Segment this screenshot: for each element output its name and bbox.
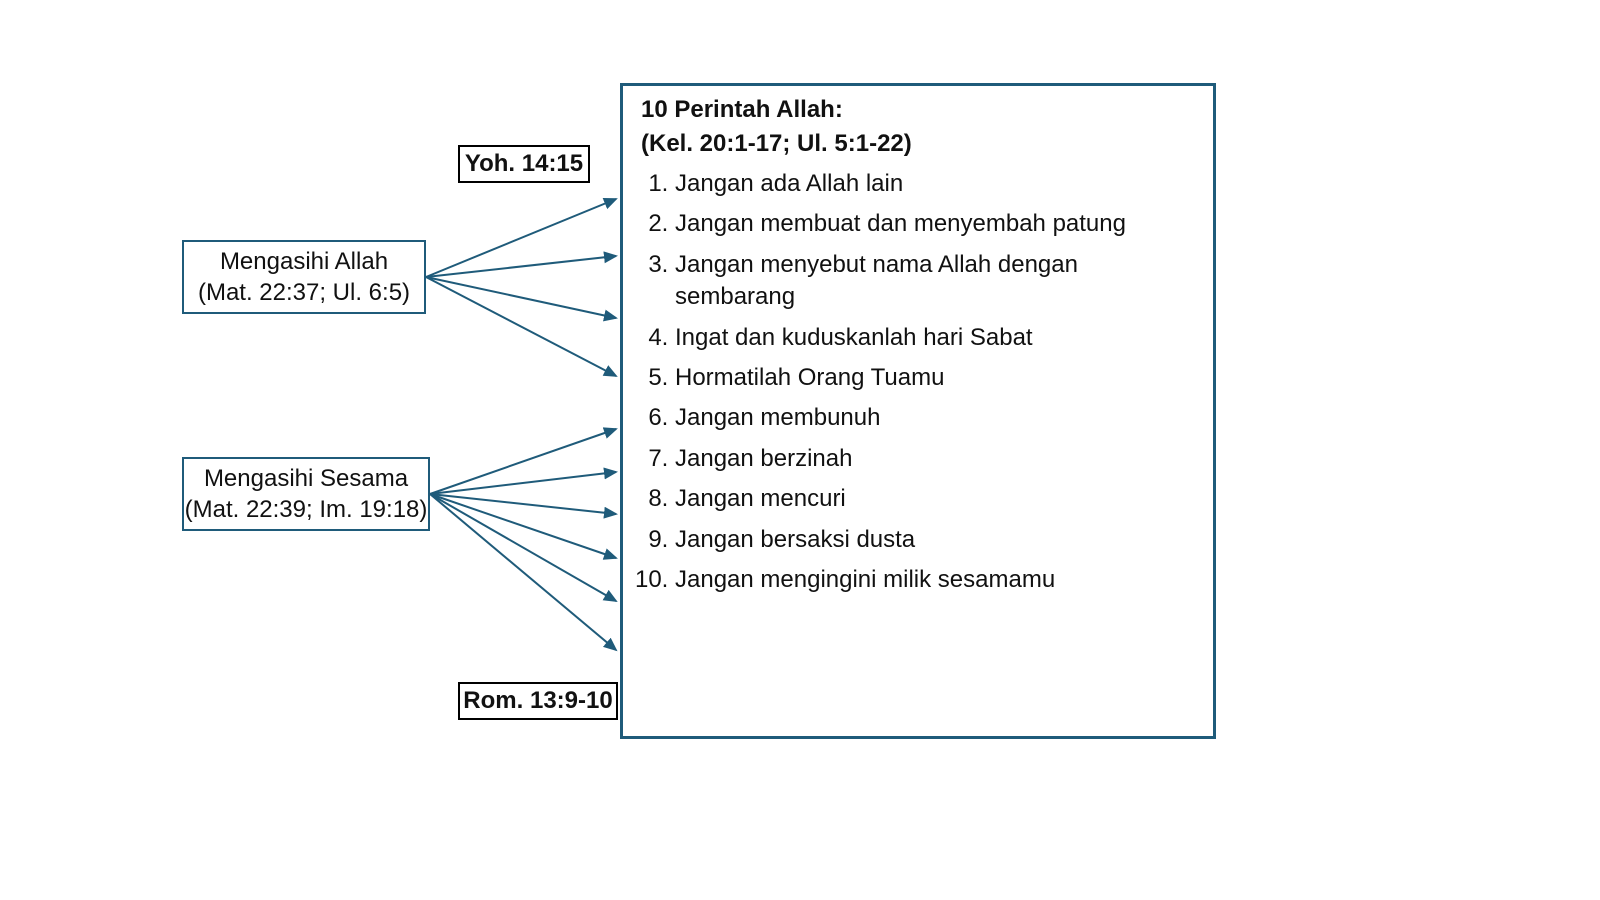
- commandment-item: Jangan mengingini milik sesamamu: [675, 564, 1195, 596]
- arrow: [426, 199, 616, 277]
- ref-john-14-15: Yoh. 14:15: [458, 145, 590, 183]
- commandment-item: Jangan membunuh: [675, 402, 1195, 434]
- arrow: [430, 494, 616, 650]
- commandment-item: Jangan ada Allah lain: [675, 168, 1195, 200]
- arrow: [430, 494, 616, 601]
- ref-rom-13-9-10: Rom. 13:9-10: [458, 682, 618, 720]
- box-love-god-line2: (Mat. 22:37; Ul. 6:5): [198, 277, 410, 308]
- commandment-item: Ingat dan kuduskanlah hari Sabat: [675, 322, 1195, 354]
- ref-rom-13-9-10-text: Rom. 13:9-10: [463, 685, 612, 716]
- arrow: [426, 256, 616, 277]
- arrow: [426, 277, 616, 318]
- panel-heading: 10 Perintah Allah:: [641, 96, 1195, 124]
- box-love-neighbor-line2: (Mat. 22:39; Im. 19:18): [185, 494, 428, 525]
- commandments-list: Jangan ada Allah lain Jangan membuat dan …: [641, 168, 1195, 596]
- box-love-god: Mengasihi Allah (Mat. 22:37; Ul. 6:5): [182, 240, 426, 314]
- ref-john-14-15-text: Yoh. 14:15: [465, 148, 583, 179]
- commandment-item: Jangan bersaksi dusta: [675, 524, 1195, 556]
- ten-commandments-panel: 10 Perintah Allah: (Kel. 20:1-17; Ul. 5:…: [620, 83, 1216, 739]
- commandment-item: Jangan mencuri: [675, 483, 1195, 515]
- box-love-god-line1: Mengasihi Allah: [220, 246, 388, 277]
- commandment-item: Hormatilah Orang Tuamu: [675, 362, 1195, 394]
- arrow: [430, 494, 616, 514]
- arrow: [430, 472, 616, 494]
- arrow: [430, 429, 616, 494]
- box-love-neighbor-line1: Mengasihi Sesama: [204, 463, 408, 494]
- arrow: [426, 277, 616, 376]
- commandment-item: Jangan berzinah: [675, 443, 1195, 475]
- box-love-neighbor: Mengasihi Sesama (Mat. 22:39; Im. 19:18): [182, 457, 430, 531]
- panel-subheading: (Kel. 20:1-17; Ul. 5:1-22): [641, 130, 1195, 158]
- commandment-item: Jangan menyebut nama Allah dengan sembar…: [675, 249, 1195, 314]
- commandment-item: Jangan membuat dan menyembah patung: [675, 208, 1195, 240]
- arrow: [430, 494, 616, 558]
